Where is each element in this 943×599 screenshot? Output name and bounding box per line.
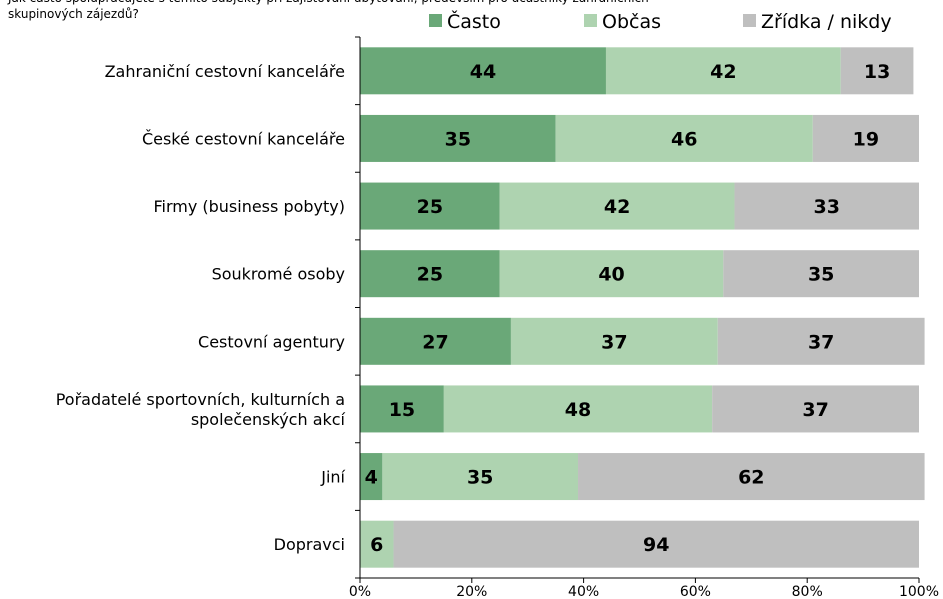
data-label: 4: [365, 467, 378, 489]
bar-segment: [723, 250, 919, 298]
data-label: 25: [417, 196, 443, 218]
bar-segment: [443, 385, 713, 433]
data-label: 46: [671, 128, 697, 150]
bar-segment: [393, 520, 919, 568]
bar-segment: [734, 182, 919, 230]
data-label: 13: [864, 61, 890, 83]
bar-segment: [605, 47, 841, 95]
category-label: České cestovní kanceláře: [142, 129, 345, 148]
bars: 44 42 13 35 46 19 25 42 33 25 40 35 27 37 37 15 48 37 4 35 6…: [360, 47, 925, 568]
category-label: Zahraniční cestovní kanceláře: [105, 62, 345, 81]
data-label: 62: [738, 467, 764, 489]
data-label: 37: [601, 331, 627, 353]
category-label: Pořadatelé sportovních, kulturních a spol…: [56, 390, 346, 429]
category-label: Firmy (business pobyty): [153, 197, 345, 216]
bar-segment: [360, 317, 511, 365]
data-label: 19: [853, 128, 879, 150]
legend-label: Zřídka / nikdy: [761, 11, 892, 33]
bar-segment: [360, 250, 500, 298]
axes: 0% 20% 40% 60% 80% 100%: [349, 36, 939, 599]
bar-segment: [812, 114, 919, 162]
data-label: 37: [808, 331, 834, 353]
category-label: Jiní: [320, 468, 345, 487]
legend-swatch: [584, 14, 597, 27]
category-label: Soukromé osoby: [212, 265, 345, 284]
bar-segment: [555, 114, 813, 162]
bar-segment: [360, 114, 556, 162]
x-tick-label: 40%: [568, 584, 599, 599]
data-label: 35: [808, 264, 834, 286]
data-label: 42: [604, 196, 630, 218]
data-label: 15: [389, 399, 415, 421]
data-label: 37: [802, 399, 828, 421]
legend: Často Občas Zřídka / nikdy: [429, 9, 892, 33]
x-tick-label: 60%: [680, 584, 711, 599]
data-label: 27: [422, 331, 448, 353]
bar-segment: [360, 520, 394, 568]
chart-question-title: Jak často spolupracujete s těmito subjek…: [8, 0, 649, 21]
data-label: 35: [445, 128, 471, 150]
bar-segment: [578, 453, 925, 501]
data-label: 44: [470, 61, 496, 83]
bar-segment: [510, 317, 718, 365]
legend-label: Občas: [602, 11, 661, 33]
bar-segment: [360, 385, 444, 433]
category-label: Dopravci: [274, 535, 345, 554]
data-label: 33: [814, 196, 840, 218]
bar-segment: [382, 453, 579, 501]
bar-segment: [360, 182, 500, 230]
data-label: 35: [467, 467, 493, 489]
data-label: 42: [710, 61, 736, 83]
bar-segment: [360, 47, 606, 95]
bar-segment: [840, 47, 914, 95]
x-tick-label: 80%: [792, 584, 823, 599]
category-label: Cestovní agentury: [198, 332, 345, 351]
data-label: 25: [417, 264, 443, 286]
category-labels: Zahraniční cestovní kanceláře České cesto…: [56, 62, 346, 554]
bar-segment: [499, 250, 724, 298]
data-label: 6: [370, 534, 383, 556]
data-label: 48: [565, 399, 591, 421]
bar-segment: [712, 385, 919, 433]
legend-swatch: [429, 14, 442, 27]
x-tick-label: 0%: [349, 584, 371, 599]
data-label: 94: [643, 534, 669, 556]
bar-segment: [717, 317, 925, 365]
x-tick-label: 20%: [456, 584, 487, 599]
x-tick-label: 100%: [899, 584, 939, 599]
bar-segment: [360, 453, 383, 501]
bar-segment: [499, 182, 735, 230]
data-label: 40: [598, 264, 624, 286]
legend-swatch: [743, 14, 756, 27]
legend-label: Často: [447, 9, 501, 33]
